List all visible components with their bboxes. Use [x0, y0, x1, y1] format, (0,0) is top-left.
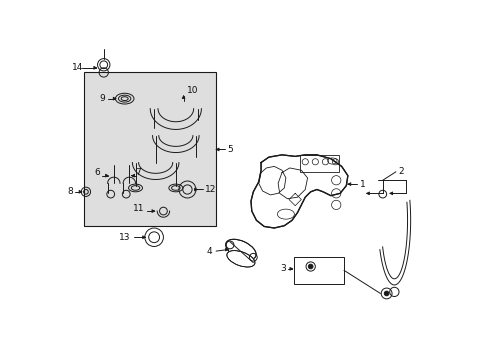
- Text: 3: 3: [280, 264, 285, 273]
- Circle shape: [308, 264, 312, 269]
- Text: 13: 13: [119, 233, 131, 242]
- Text: 4: 4: [206, 247, 212, 256]
- Polygon shape: [250, 155, 347, 228]
- Text: 11: 11: [133, 204, 144, 213]
- Text: 2: 2: [397, 167, 403, 176]
- Text: 12: 12: [204, 185, 215, 194]
- Text: 7: 7: [135, 168, 141, 177]
- Text: 10: 10: [187, 86, 199, 95]
- Bar: [293, 257, 343, 284]
- Text: 5: 5: [226, 145, 232, 154]
- Text: 1: 1: [359, 180, 365, 189]
- Text: 14: 14: [72, 63, 83, 72]
- Ellipse shape: [225, 239, 256, 260]
- Bar: [299, 155, 338, 172]
- Text: 8: 8: [67, 187, 73, 196]
- Circle shape: [384, 291, 388, 296]
- Ellipse shape: [226, 251, 254, 267]
- Text: 9: 9: [100, 94, 105, 103]
- FancyBboxPatch shape: [84, 72, 216, 226]
- Text: 6: 6: [94, 168, 100, 177]
